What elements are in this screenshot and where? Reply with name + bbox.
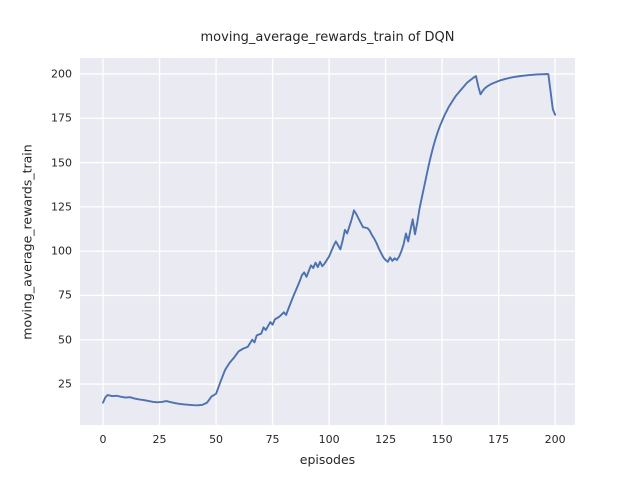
x-tick-label: 75 [265, 433, 280, 446]
x-tick-label: 0 [99, 433, 107, 446]
line-chart-svg [80, 58, 575, 425]
x-tick-label: 125 [375, 433, 397, 446]
data-line [102, 73, 557, 407]
y-tick-label: 75 [58, 288, 72, 302]
x-tick-label: 25 [152, 433, 167, 446]
plot-area [80, 58, 575, 425]
y-tick-label: 175 [51, 111, 72, 125]
y-tick-label: 150 [51, 156, 72, 170]
x-tick-label: 100 [318, 433, 340, 446]
y-tick-label: 100 [51, 244, 72, 258]
y-tick-label: 200 [51, 67, 72, 81]
x-tick-label: 150 [431, 433, 453, 446]
y-tick-label: 125 [51, 200, 72, 214]
x-tick-label: 175 [488, 433, 510, 446]
y-tick-label: 25 [58, 377, 72, 391]
y-axis-label: moving_average_rewards_train [19, 144, 35, 340]
x-tick-label: 50 [209, 433, 224, 446]
chart-title: moving_average_rewards_train of DQN [200, 30, 455, 45]
y-tick-label: 50 [58, 333, 72, 347]
x-axis-label: episodes [299, 452, 356, 467]
x-tick-label: 200 [544, 433, 566, 446]
